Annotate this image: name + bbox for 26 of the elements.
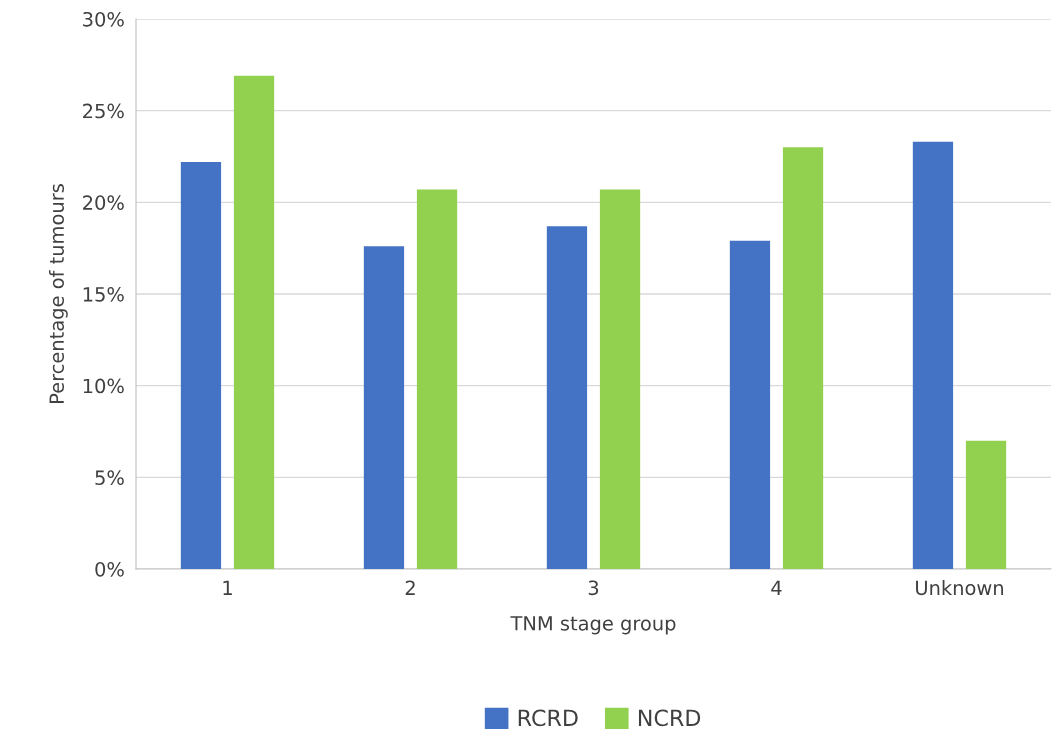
y-tick-label: 0% bbox=[95, 561, 124, 577]
bar bbox=[912, 141, 954, 569]
bar bbox=[546, 226, 588, 569]
x-axis-title: TNM stage group bbox=[510, 616, 676, 635]
bar bbox=[363, 246, 405, 569]
legend-label: NCRD bbox=[638, 709, 701, 727]
y-tick-label: 10% bbox=[83, 378, 124, 394]
bar bbox=[416, 189, 458, 569]
x-tick-label: Unknown bbox=[916, 580, 1003, 596]
x-tick-label: 4 bbox=[771, 580, 782, 595]
bar bbox=[599, 189, 641, 569]
x-tick-label: 2 bbox=[405, 580, 415, 595]
y-tick-label: 30% bbox=[83, 11, 124, 27]
y-tick-label: 15% bbox=[83, 286, 124, 302]
x-tick-label: 1 bbox=[223, 580, 232, 595]
y-tick-label: 20% bbox=[83, 195, 124, 210]
bar bbox=[233, 75, 275, 569]
bar bbox=[965, 440, 1007, 569]
y-tick-label: 25% bbox=[83, 103, 124, 119]
y-tick-label: 5% bbox=[95, 470, 124, 485]
x-tick-label: 3 bbox=[588, 580, 599, 596]
bar bbox=[782, 147, 824, 569]
bar bbox=[180, 162, 222, 569]
legend-label: RCRD bbox=[518, 709, 578, 727]
bar bbox=[729, 240, 771, 569]
y-axis-title: Percentage of tumours bbox=[48, 184, 68, 403]
